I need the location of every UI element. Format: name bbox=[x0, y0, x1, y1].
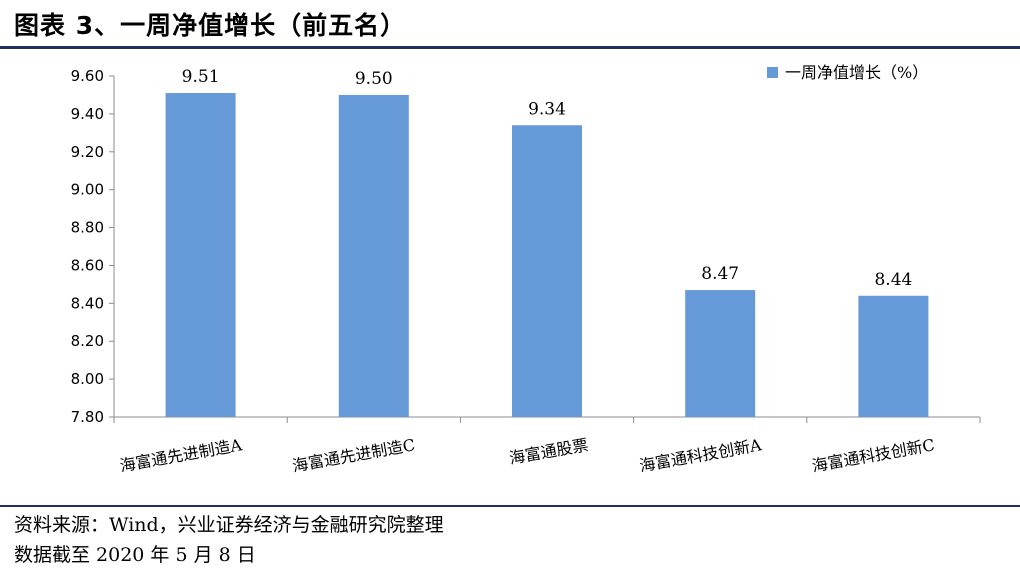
header-divider bbox=[0, 46, 1020, 49]
y-axis-ticks: 7.80 8.00 8.20 8.40 8.60 8.80 9.00 9.20 9.40 9.60 bbox=[71, 67, 114, 426]
y-tick-label: 9.60 bbox=[71, 67, 104, 85]
bar bbox=[858, 295, 929, 417]
figure-footer: 资料来源：Wind，兴业证券经济与金融研究院整理 数据截至 2020 年 5 月… bbox=[14, 510, 444, 570]
bar-data-label: 9.50 bbox=[355, 69, 393, 89]
y-tick-label: 8.00 bbox=[71, 370, 104, 388]
bar bbox=[338, 94, 409, 417]
legend: 一周净值增长（%） bbox=[767, 63, 928, 82]
bar-data-label: 9.51 bbox=[182, 67, 220, 87]
y-tick-label: 8.20 bbox=[71, 332, 104, 350]
bar-data-label: 9.34 bbox=[528, 99, 566, 119]
figure-title: 图表 3、一周净值增长（前五名） bbox=[14, 11, 407, 40]
y-tick-label: 8.80 bbox=[71, 219, 104, 237]
bar-data-label: 8.44 bbox=[874, 270, 912, 290]
bar bbox=[512, 125, 582, 417]
bar-chart: 7.80 8.00 8.20 8.40 8.60 8.80 9.00 9.20 9.40 9.60… bbox=[71, 63, 981, 476]
bar bbox=[685, 290, 756, 417]
category-labels: 海富通先进制造A 海富通先进制造C 海富通股票 海富通科技创新A 海富通科技创新C bbox=[118, 435, 936, 475]
bar-series bbox=[165, 93, 929, 418]
legend-label: 一周净值增长（%） bbox=[785, 63, 928, 82]
category-label: 海富通科技创新A bbox=[638, 435, 763, 475]
figure-header: 图表 3、一周净值增长（前五名） bbox=[0, 0, 1020, 46]
category-label: 海富通先进制造C bbox=[291, 435, 417, 475]
y-tick-label: 8.60 bbox=[71, 256, 104, 274]
category-label: 海富通先进制造A bbox=[118, 435, 243, 475]
y-tick-label: 9.00 bbox=[71, 181, 104, 199]
category-label: 海富通科技创新C bbox=[810, 435, 936, 475]
y-tick-label: 8.40 bbox=[71, 294, 104, 312]
data-labels: 9.51 9.50 9.34 8.47 8.44 bbox=[182, 67, 913, 290]
y-tick-label: 9.20 bbox=[71, 143, 104, 161]
y-tick-label: 7.80 bbox=[71, 408, 104, 426]
footer-divider bbox=[0, 505, 1020, 507]
bar-data-label: 8.47 bbox=[701, 264, 739, 284]
source-note: 资料来源：Wind，兴业证券经济与金融研究院整理 bbox=[14, 514, 444, 536]
date-note: 数据截至 2020 年 5 月 8 日 bbox=[14, 544, 256, 566]
bar bbox=[165, 93, 236, 418]
y-tick-label: 9.40 bbox=[71, 105, 104, 123]
category-label: 海富通股票 bbox=[508, 435, 590, 468]
legend-swatch bbox=[767, 67, 778, 78]
